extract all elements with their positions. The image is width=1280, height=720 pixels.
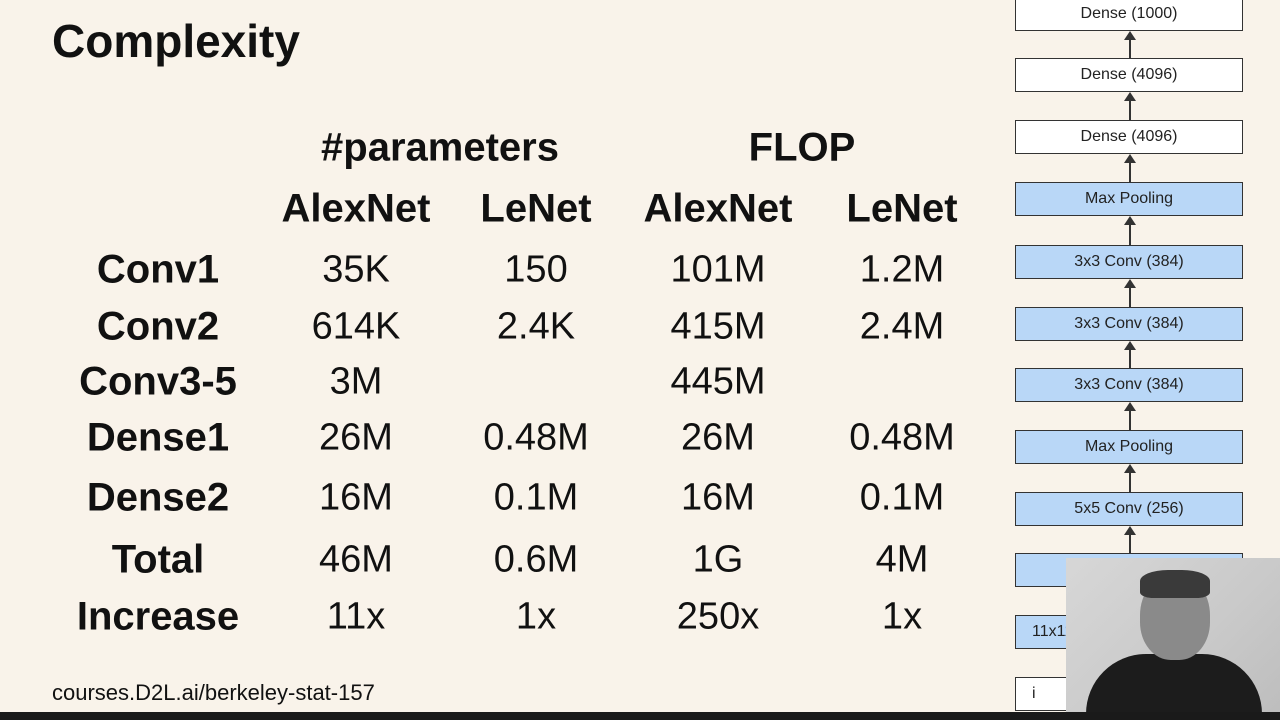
- layer-label: 5x5 Conv (256): [1074, 500, 1184, 517]
- table-cell: 1.2M: [859, 248, 945, 291]
- arrow-up-icon: [1124, 31, 1136, 58]
- table-cell: 250x: [676, 595, 760, 638]
- arrow-up-icon: [1124, 279, 1136, 307]
- column-header: LeNet: [480, 186, 592, 231]
- table-cell: 16M: [319, 476, 393, 519]
- layer-box: Max Pooling: [1015, 430, 1243, 464]
- column-header: AlexNet: [643, 186, 793, 231]
- layer-label: Dense (4096): [1080, 128, 1178, 145]
- layer-label: Dense (4096): [1080, 66, 1178, 83]
- table-cell: 1x: [515, 595, 557, 638]
- course-url: courses.D2L.ai/berkeley-stat-157: [52, 680, 375, 705]
- arrow-up-icon: [1124, 92, 1136, 120]
- arrow-up-icon: [1124, 341, 1136, 368]
- table-cell: 1G: [692, 538, 744, 581]
- table-cell: 101M: [670, 248, 766, 291]
- column-header: AlexNet: [281, 186, 431, 231]
- group-header: #parameters: [321, 125, 559, 170]
- layer-label: 3x3 Conv (384): [1074, 253, 1184, 270]
- row-label: Conv2: [96, 304, 220, 349]
- table-cell: 3M: [329, 360, 383, 403]
- row-label: Conv3-5: [79, 359, 237, 404]
- layer-label: Max Pooling: [1084, 438, 1174, 455]
- layer-box: Max Pooling: [1015, 182, 1243, 216]
- layer-label: i: [1032, 685, 1036, 702]
- table-cell: 150: [504, 248, 568, 291]
- slide-title: Complexity: [52, 15, 300, 67]
- group-header: FLOP: [748, 125, 856, 170]
- table-cell: 614K: [311, 305, 401, 348]
- layer-label: Dense (1000): [1080, 5, 1178, 22]
- layer-label: 3x3 Conv (384): [1074, 376, 1184, 393]
- layer-box: 3x3 Conv (384): [1015, 307, 1243, 341]
- layer-box: 3x3 Conv (384): [1015, 245, 1243, 279]
- row-label: Total: [111, 537, 205, 582]
- layer-label: Max Pooling: [1084, 190, 1174, 207]
- table-cell: 0.48M: [483, 416, 589, 459]
- table-cell: 4M: [875, 538, 929, 581]
- table-cell: 0.1M: [859, 476, 945, 519]
- arrow-up-icon: [1124, 464, 1136, 492]
- table-cell: 445M: [670, 360, 766, 403]
- table-cell: 16M: [681, 476, 755, 519]
- table-cell: 0.1M: [493, 476, 579, 519]
- presenter-hair: [1140, 570, 1210, 598]
- table-cell: 35K: [322, 248, 390, 291]
- layer-box: 5x5 Conv (256): [1015, 492, 1243, 526]
- arrow-up-icon: [1124, 402, 1136, 430]
- table-cell: 1x: [881, 595, 923, 638]
- bottom-bar: [0, 712, 1280, 720]
- layer-label: 3x3 Conv (384): [1074, 315, 1184, 332]
- arrow-up-icon: [1124, 526, 1136, 553]
- column-header: LeNet: [846, 186, 958, 231]
- table-cell: 2.4M: [859, 305, 945, 348]
- layer-label: 11x11: [1032, 623, 1074, 640]
- table-cell: 415M: [670, 305, 766, 348]
- table-cell: 11x: [326, 595, 386, 638]
- row-label: Dense1: [86, 415, 230, 460]
- row-label: Dense2: [86, 475, 230, 520]
- webcam-overlay: [1066, 558, 1280, 720]
- table-cell: 26M: [681, 416, 755, 459]
- presenter-body: [1086, 654, 1262, 720]
- row-label: Conv1: [96, 247, 220, 292]
- table-cell: 46M: [319, 538, 393, 581]
- arrow-up-icon: [1124, 216, 1136, 245]
- table-cell: 0.48M: [849, 416, 955, 459]
- table-cell: 0.6M: [493, 538, 579, 581]
- table-cell: 2.4K: [496, 305, 576, 348]
- layer-box: Dense (1000): [1015, 0, 1243, 31]
- table-cell: 26M: [319, 416, 393, 459]
- row-label: Increase: [76, 594, 240, 639]
- arrow-up-icon: [1124, 154, 1136, 182]
- layer-box: Dense (4096): [1015, 58, 1243, 92]
- layer-box: Dense (4096): [1015, 120, 1243, 154]
- layer-box: 3x3 Conv (384): [1015, 368, 1243, 402]
